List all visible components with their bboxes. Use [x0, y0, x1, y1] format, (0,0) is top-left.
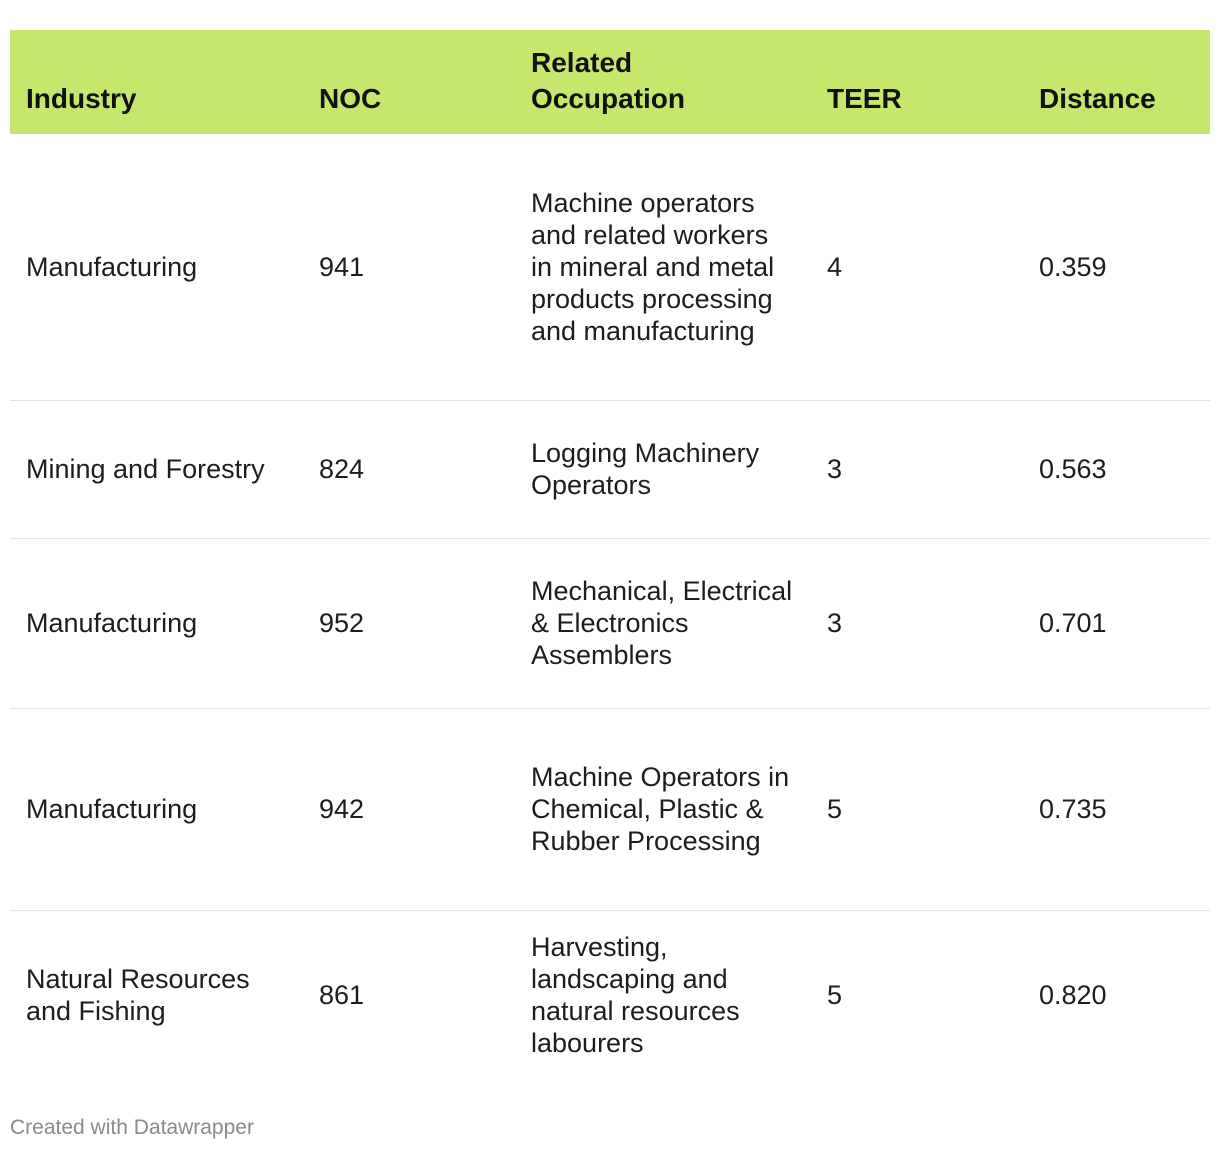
cell-teer: 5: [811, 708, 1023, 911]
cell-noc: 861: [319, 980, 365, 1011]
cell-noc: 952: [303, 538, 515, 709]
cell-distance: 0.701: [1023, 538, 1210, 709]
cell-related-occupation: Machine Operators in Chemical, Plastic &…: [515, 708, 811, 911]
datawrapper-credit-link[interactable]: Created with Datawrapper: [10, 1116, 254, 1139]
cell-distance: 0.735: [1023, 708, 1210, 911]
table-row: Manufacturing 952 Mechanical, Electrical…: [10, 538, 1210, 709]
table-row: Manufacturing 941 Machine operators and …: [10, 134, 1210, 401]
cell-noc: 824: [303, 400, 515, 539]
header-teer[interactable]: TEER: [827, 83, 902, 114]
header-noc[interactable]: NOC: [319, 83, 382, 114]
cell-noc: 942: [303, 708, 515, 911]
table-row: Manufacturing 942 Machine Operators in C…: [10, 708, 1210, 911]
cell-teer: 3: [811, 400, 1023, 539]
data-table: Industry NOC Related Occupation TEER Dis…: [10, 30, 1210, 1080]
header-industry[interactable]: Industry: [26, 83, 137, 114]
cell-related-occupation: Harvesting, landscaping and natural reso…: [531, 932, 740, 1059]
table-header: Industry NOC Related Occupation TEER Dis…: [10, 30, 1210, 134]
cell-related-occupation: Mechanical, Electrical & Electronics Ass…: [515, 538, 811, 709]
cell-related-occupation: Logging Machinery Operators: [515, 400, 811, 539]
cell-distance: 0.820: [1039, 980, 1107, 1011]
header-distance[interactable]: Distance: [1039, 83, 1156, 114]
header-row: Industry NOC Related Occupation TEER Dis…: [10, 30, 1210, 134]
cell-industry: Manufacturing: [10, 134, 303, 401]
cell-industry: Manufacturing: [10, 708, 303, 911]
cell-industry: Mining and Forestry: [10, 400, 303, 539]
table-row: Natural Resources and Fishing 861 Harves…: [10, 910, 1210, 1080]
cell-industry: Manufacturing: [10, 538, 303, 709]
cell-industry: Natural Resources and Fishing: [26, 964, 250, 1027]
table-body: Manufacturing 941 Machine operators and …: [10, 134, 1210, 1080]
table-row: Mining and Forestry 824 Logging Machiner…: [10, 400, 1210, 539]
cell-noc: 941: [303, 134, 515, 401]
data-table-container: Industry NOC Related Occupation TEER Dis…: [10, 30, 1210, 1080]
cell-distance: 0.563: [1023, 400, 1210, 539]
cell-related-occupation: Machine operators and related workers in…: [515, 134, 811, 401]
cell-distance: 0.359: [1023, 134, 1210, 401]
cell-teer: 5: [827, 980, 843, 1011]
cell-teer: 4: [811, 134, 1023, 401]
cell-teer: 3: [811, 538, 1023, 709]
header-related-occupation[interactable]: Related Occupation: [531, 47, 686, 114]
